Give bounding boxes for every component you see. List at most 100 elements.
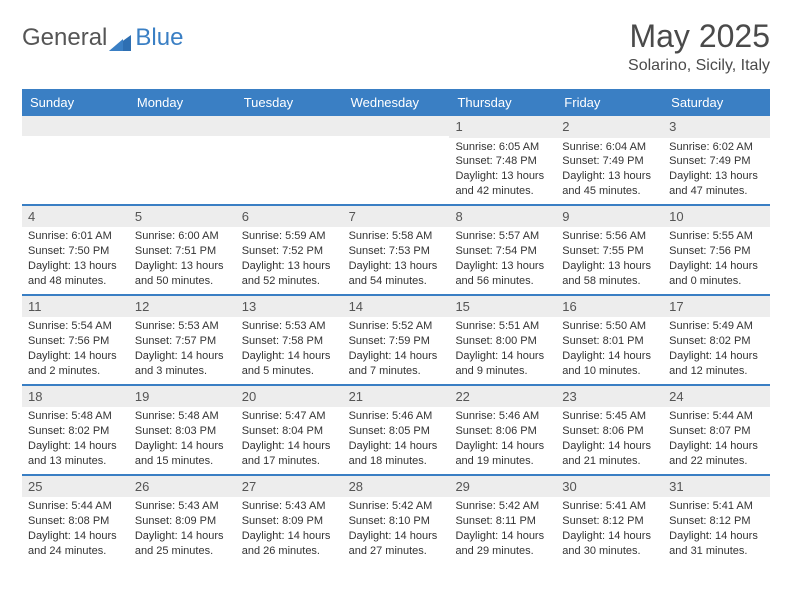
sunset: Sunset: 7:55 PM [562,244,657,259]
daylight: Daylight: 14 hours and 21 minutes. [562,439,657,469]
calendar-day: 28Sunrise: 5:42 AMSunset: 8:10 PMDayligh… [343,476,450,564]
calendar-day: 22Sunrise: 5:46 AMSunset: 8:06 PMDayligh… [449,386,556,474]
sunrise: Sunrise: 5:58 AM [349,229,444,244]
day-details: Sunrise: 5:49 AMSunset: 8:02 PMDaylight:… [663,317,770,383]
calendar-day [236,116,343,204]
sunset: Sunset: 7:52 PM [242,244,337,259]
sunrise: Sunrise: 5:52 AM [349,319,444,334]
calendar-day [343,116,450,204]
daylight: Daylight: 14 hours and 24 minutes. [28,529,123,559]
sunset: Sunset: 7:51 PM [135,244,230,259]
calendar-day: 31Sunrise: 5:41 AMSunset: 8:12 PMDayligh… [663,476,770,564]
sunset: Sunset: 7:54 PM [455,244,550,259]
calendar-day [129,116,236,204]
day-details [236,136,343,196]
sunset: Sunset: 8:01 PM [562,334,657,349]
sunset: Sunset: 7:53 PM [349,244,444,259]
sunrise: Sunrise: 5:42 AM [349,499,444,514]
sunset: Sunset: 8:11 PM [455,514,550,529]
sunset: Sunset: 8:09 PM [135,514,230,529]
calendar-day: 9Sunrise: 5:56 AMSunset: 7:55 PMDaylight… [556,206,663,294]
sunset: Sunset: 8:02 PM [28,424,123,439]
day-number: 10 [663,206,770,228]
weekday-thursday: Thursday [449,89,556,116]
weekday-monday: Monday [129,89,236,116]
day-number [343,116,450,136]
calendar-header: Sunday Monday Tuesday Wednesday Thursday… [22,89,770,116]
day-number: 5 [129,206,236,228]
day-number: 1 [449,116,556,138]
sunrise: Sunrise: 5:48 AM [28,409,123,424]
sunrise: Sunrise: 5:49 AM [669,319,764,334]
weekday-saturday: Saturday [663,89,770,116]
sunrise: Sunrise: 5:51 AM [455,319,550,334]
sunrise: Sunrise: 6:05 AM [455,140,550,155]
sunrise: Sunrise: 5:42 AM [455,499,550,514]
calendar-day: 17Sunrise: 5:49 AMSunset: 8:02 PMDayligh… [663,296,770,384]
sunrise: Sunrise: 6:04 AM [562,140,657,155]
sunrise: Sunrise: 5:53 AM [242,319,337,334]
daylight: Daylight: 14 hours and 3 minutes. [135,349,230,379]
daylight: Daylight: 14 hours and 18 minutes. [349,439,444,469]
day-number: 4 [22,206,129,228]
sunset: Sunset: 8:05 PM [349,424,444,439]
logo-sail-icon [109,30,131,46]
day-details: Sunrise: 5:55 AMSunset: 7:56 PMDaylight:… [663,227,770,293]
day-details: Sunrise: 5:58 AMSunset: 7:53 PMDaylight:… [343,227,450,293]
sunset: Sunset: 7:49 PM [669,154,764,169]
sunset: Sunset: 7:58 PM [242,334,337,349]
sunrise: Sunrise: 5:41 AM [562,499,657,514]
weekday-sunday: Sunday [22,89,129,116]
calendar-day: 27Sunrise: 5:43 AMSunset: 8:09 PMDayligh… [236,476,343,564]
day-details: Sunrise: 5:42 AMSunset: 8:11 PMDaylight:… [449,497,556,563]
month-title: May 2025 [628,18,770,55]
calendar-day: 30Sunrise: 5:41 AMSunset: 8:12 PMDayligh… [556,476,663,564]
sunset: Sunset: 7:56 PM [28,334,123,349]
day-number: 26 [129,476,236,498]
sunrise: Sunrise: 5:45 AM [562,409,657,424]
day-number: 23 [556,386,663,408]
weekday-tuesday: Tuesday [236,89,343,116]
sunset: Sunset: 7:49 PM [562,154,657,169]
calendar-day: 20Sunrise: 5:47 AMSunset: 8:04 PMDayligh… [236,386,343,474]
day-details: Sunrise: 5:47 AMSunset: 8:04 PMDaylight:… [236,407,343,473]
day-details: Sunrise: 5:51 AMSunset: 8:00 PMDaylight:… [449,317,556,383]
daylight: Daylight: 14 hours and 9 minutes. [455,349,550,379]
calendar-day: 1Sunrise: 6:05 AMSunset: 7:48 PMDaylight… [449,116,556,204]
sunset: Sunset: 8:12 PM [562,514,657,529]
sunset: Sunset: 8:03 PM [135,424,230,439]
sunrise: Sunrise: 5:55 AM [669,229,764,244]
day-number: 2 [556,116,663,138]
sunrise: Sunrise: 5:47 AM [242,409,337,424]
daylight: Daylight: 13 hours and 47 minutes. [669,169,764,199]
calendar-day: 11Sunrise: 5:54 AMSunset: 7:56 PMDayligh… [22,296,129,384]
logo-text-general: General [22,24,107,52]
day-number: 28 [343,476,450,498]
calendar-day: 2Sunrise: 6:04 AMSunset: 7:49 PMDaylight… [556,116,663,204]
sunset: Sunset: 7:59 PM [349,334,444,349]
daylight: Daylight: 14 hours and 17 minutes. [242,439,337,469]
sunrise: Sunrise: 5:43 AM [242,499,337,514]
sunrise: Sunrise: 5:44 AM [669,409,764,424]
daylight: Daylight: 13 hours and 48 minutes. [28,259,123,289]
daylight: Daylight: 14 hours and 30 minutes. [562,529,657,559]
daylight: Daylight: 14 hours and 31 minutes. [669,529,764,559]
sunset: Sunset: 8:06 PM [455,424,550,439]
day-details: Sunrise: 5:46 AMSunset: 8:06 PMDaylight:… [449,407,556,473]
calendar-day: 7Sunrise: 5:58 AMSunset: 7:53 PMDaylight… [343,206,450,294]
calendar-day: 4Sunrise: 6:01 AMSunset: 7:50 PMDaylight… [22,206,129,294]
sunset: Sunset: 7:56 PM [669,244,764,259]
day-number: 21 [343,386,450,408]
day-number [22,116,129,136]
daylight: Daylight: 13 hours and 52 minutes. [242,259,337,289]
day-number: 19 [129,386,236,408]
daylight: Daylight: 13 hours and 42 minutes. [455,169,550,199]
sunset: Sunset: 8:08 PM [28,514,123,529]
daylight: Daylight: 13 hours and 50 minutes. [135,259,230,289]
day-details: Sunrise: 5:52 AMSunset: 7:59 PMDaylight:… [343,317,450,383]
day-number: 9 [556,206,663,228]
daylight: Daylight: 14 hours and 2 minutes. [28,349,123,379]
sunset: Sunset: 8:06 PM [562,424,657,439]
sunrise: Sunrise: 5:48 AM [135,409,230,424]
sunrise: Sunrise: 6:00 AM [135,229,230,244]
